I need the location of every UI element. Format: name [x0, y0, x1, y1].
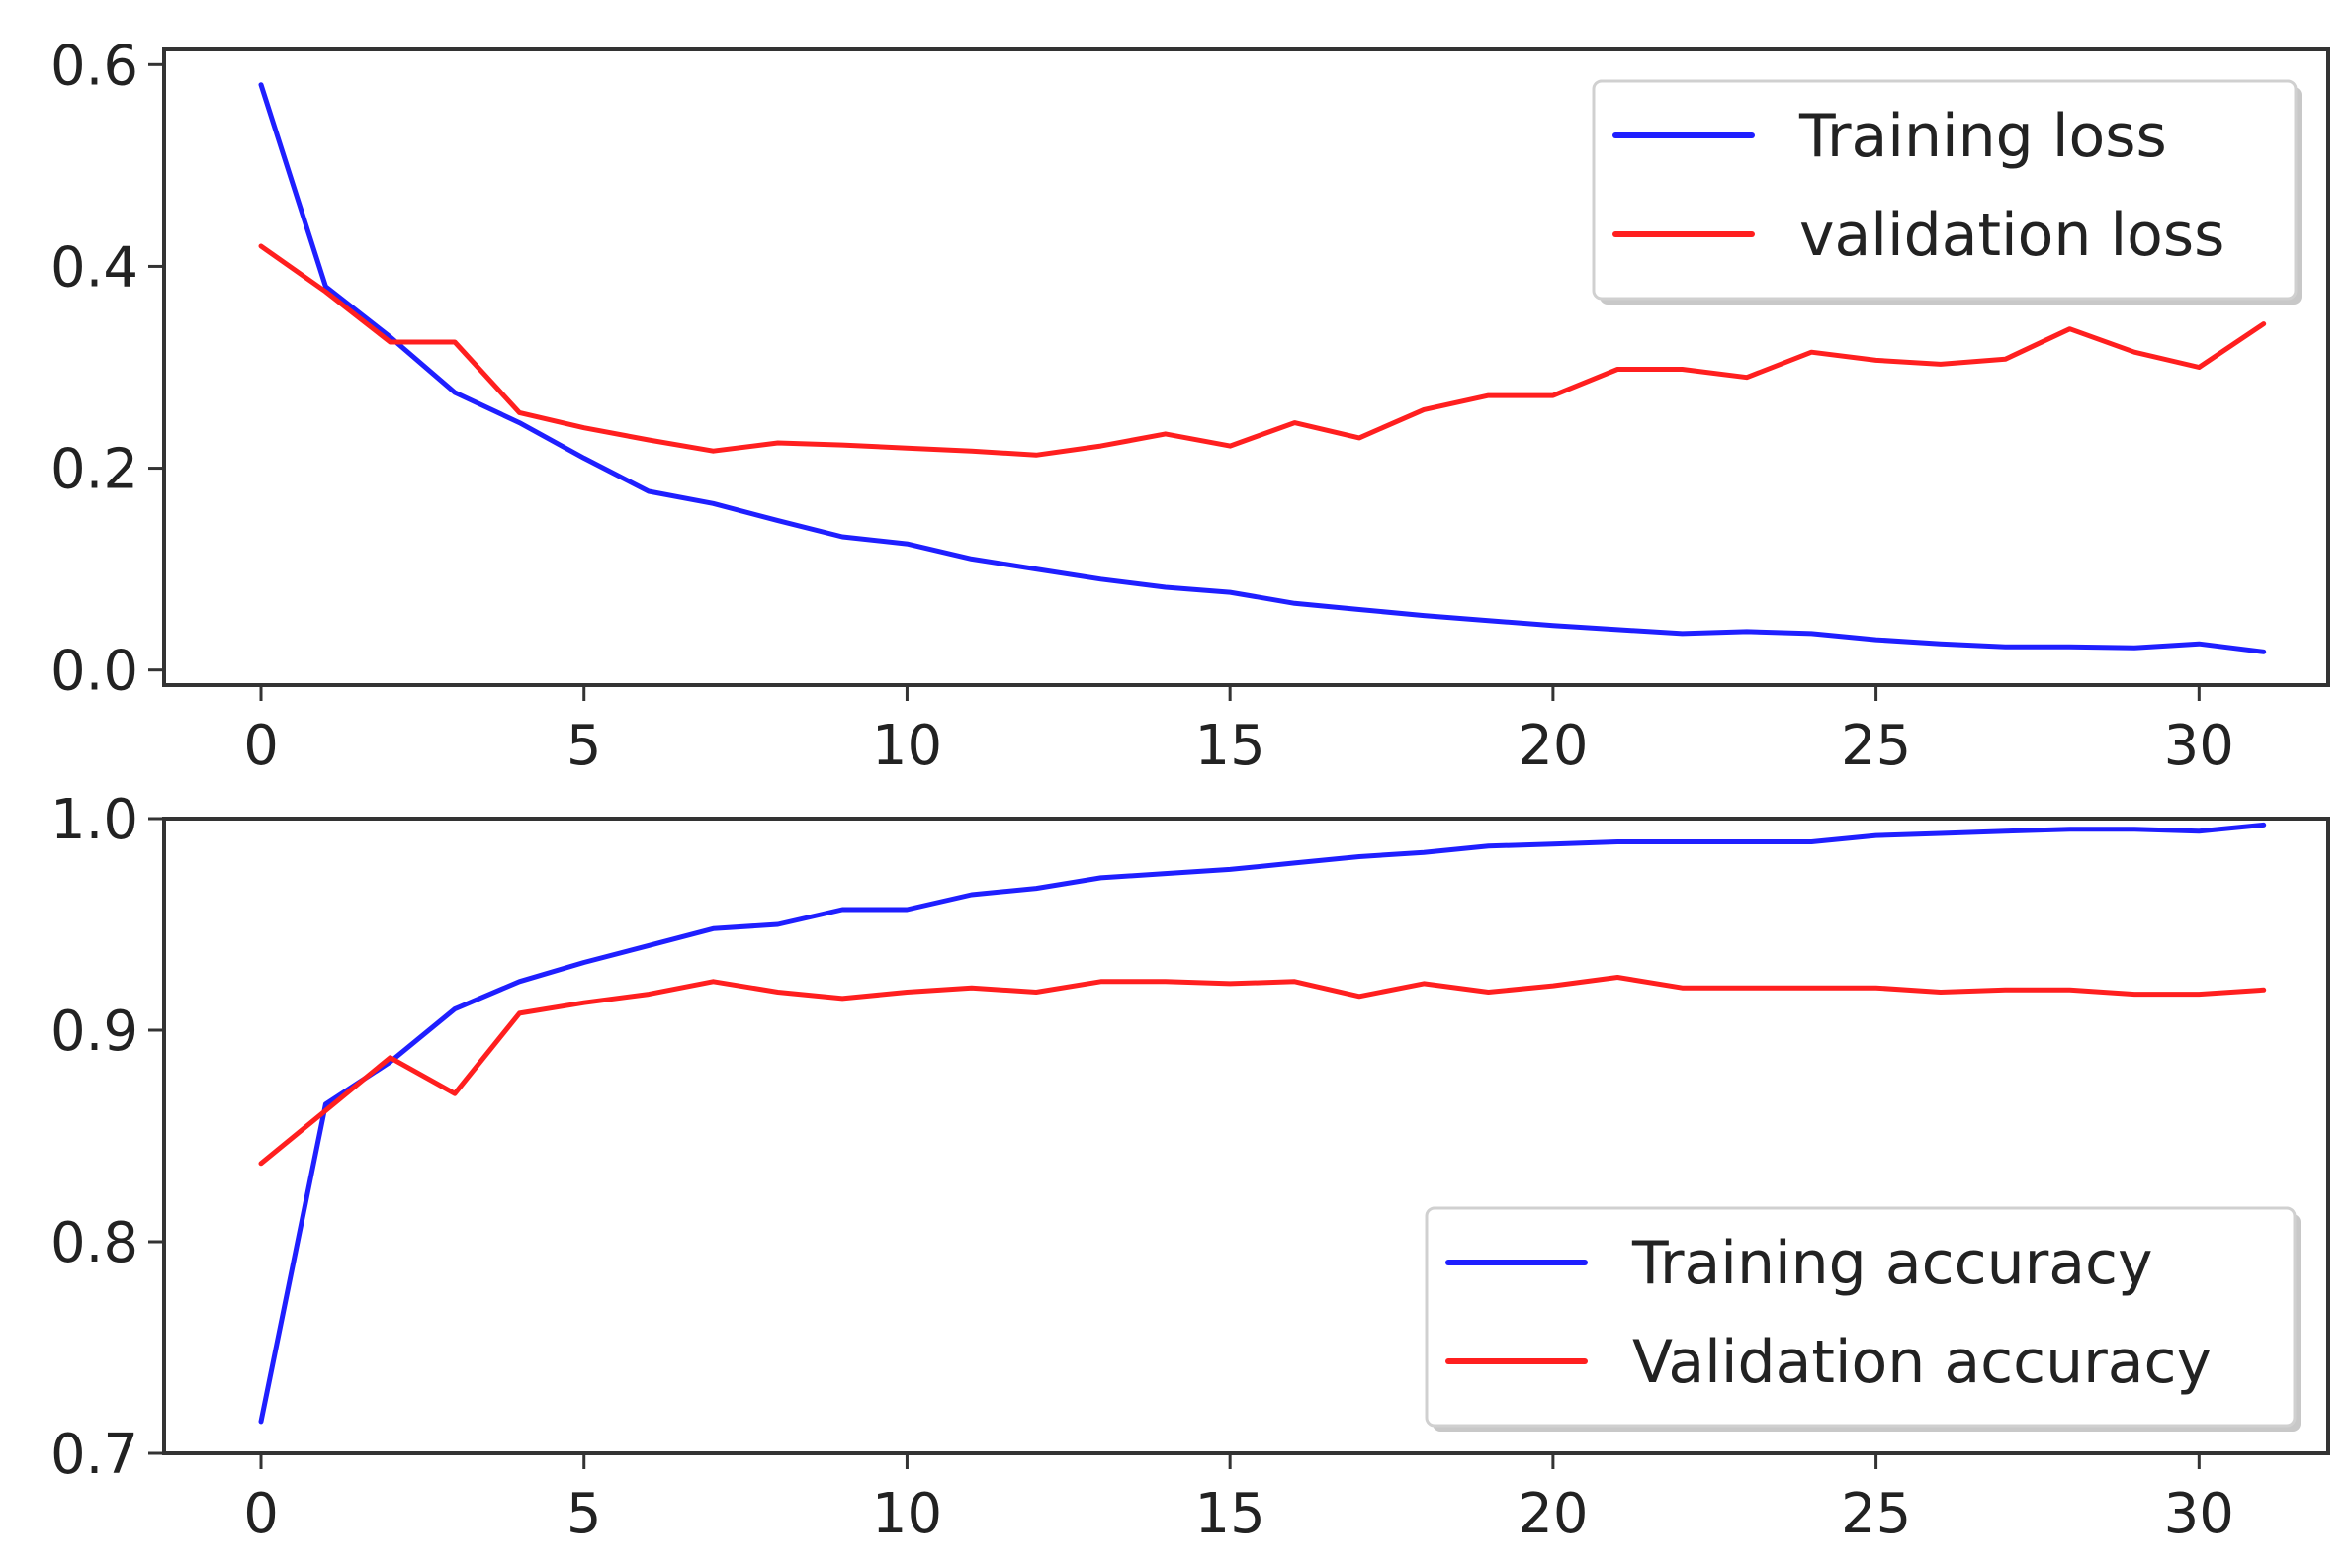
y-tick-label: 0.7	[50, 1423, 138, 1487]
legend-label: Validation accuracy	[1632, 1328, 2212, 1397]
x-tick-label: 30	[2164, 1482, 2234, 1546]
series-line-validation-accuracy	[258, 975, 2267, 1167]
x-tick-label: 10	[872, 1482, 942, 1546]
legend-label: Training loss	[1798, 102, 2167, 171]
axes-frame	[162, 47, 2330, 687]
x-tick-label: 0	[243, 714, 279, 778]
y-tick-label: 0.9	[50, 1000, 138, 1064]
x-tick-label: 20	[1518, 714, 1588, 778]
y-tick-label: 0.8	[50, 1211, 138, 1275]
x-tick-label: 0	[243, 1482, 279, 1546]
chart-2: 0 5 10 15 20 25 30 0.7 0.8 0.9 1.0 Training accurac…	[50, 788, 2330, 1546]
legend-label: validation loss	[1799, 201, 2224, 270]
axes-frame	[162, 817, 2330, 1455]
y-tick-label: 0.0	[50, 640, 138, 704]
series-line-training-accuracy	[258, 822, 2267, 1425]
x-tick-label: 30	[2164, 714, 2234, 778]
legend: Training loss validation loss	[1592, 79, 2302, 305]
legend-box	[1592, 79, 2298, 301]
legend: Training accuracy Validation accuracy	[1425, 1206, 2301, 1432]
x-tick-label: 15	[1195, 714, 1265, 778]
x-tick-label: 10	[872, 714, 942, 778]
chart-1: 0 5 10 15 20 25 30 0.0 0.2 0.4 0.6 Training loss val…	[50, 34, 2330, 778]
legend-label: Training accuracy	[1631, 1229, 2153, 1298]
x-tick-label: 20	[1518, 1482, 1588, 1546]
x-tick-label: 25	[1841, 714, 1911, 778]
x-tick-label: 25	[1841, 1482, 1911, 1546]
y-tick-label: 0.6	[50, 34, 138, 98]
x-tick-label: 15	[1195, 1482, 1265, 1546]
y-tick-label: 1.0	[50, 788, 138, 852]
y-tick-label: 0.2	[50, 438, 138, 502]
series-line-training-loss	[258, 82, 2267, 654]
x-tick-label: 5	[566, 714, 602, 778]
x-tick-label: 5	[566, 1482, 602, 1546]
series-line-validation-loss	[258, 243, 2267, 458]
y-tick-label: 0.4	[50, 235, 138, 300]
legend-box	[1425, 1206, 2297, 1428]
